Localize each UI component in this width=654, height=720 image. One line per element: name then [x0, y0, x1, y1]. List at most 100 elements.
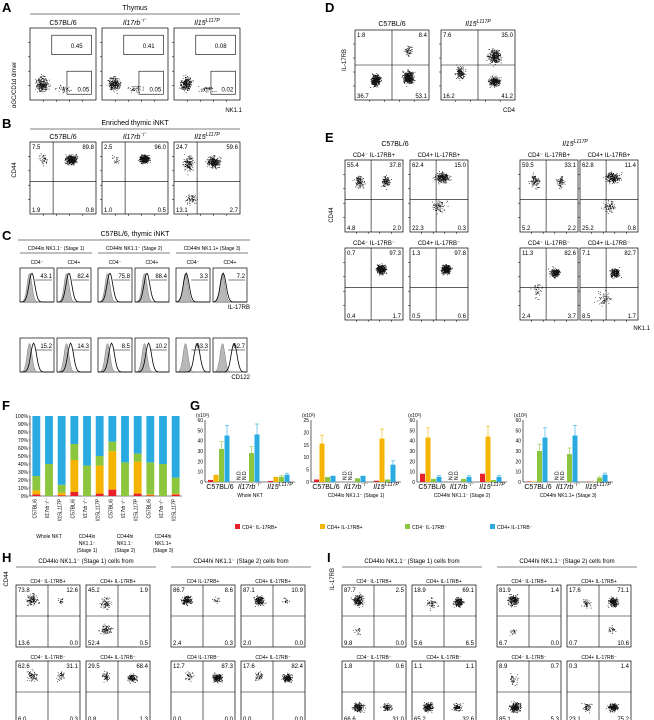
panel-g-bar	[425, 437, 431, 482]
panel-e-plot-title: CD4⁻ IL-17RB⁻	[528, 241, 570, 247]
panel-g-strain-label: Il17rb⁻/⁻	[556, 482, 581, 491]
panel-g-ytick: 20	[515, 459, 521, 465]
stain-histogram	[98, 273, 132, 303]
panel-i-plot-title: CD4⁻ IL-17RB⁻	[511, 655, 546, 661]
stain-histogram	[98, 342, 132, 373]
panel-h-dots	[101, 671, 139, 684]
plot-frame	[579, 159, 639, 233]
panel-h-dots	[255, 671, 293, 684]
panel-g-bar	[480, 473, 485, 482]
panel-f-ytick: 40%	[18, 462, 29, 468]
quadrant-value: 2.2	[568, 226, 577, 232]
quadrant-value: 0.5	[158, 208, 167, 214]
quadrant-value: 6.0	[18, 717, 27, 720]
panel-f-bar-segment	[171, 477, 180, 494]
panel-b-dots	[38, 153, 79, 167]
gate-value-top: 0.45	[71, 44, 83, 50]
quadrant-value: 62.8	[582, 163, 594, 169]
panel-h-dots	[180, 595, 220, 607]
panel-g-ytick: 20	[197, 459, 203, 465]
panel-h-plot-title: CD4+ IL-17RB+	[255, 579, 291, 585]
gate-value-bottom: 0.05	[78, 87, 90, 93]
panel-g-ytick: 10	[515, 470, 521, 476]
dot-cloud-path	[530, 266, 561, 300]
gate-box-bottom	[138, 70, 164, 95]
quadrant-value: 59.6	[226, 145, 238, 151]
gate-value-bottom: 0.02	[222, 87, 234, 93]
quadrant-value: 17.6	[569, 588, 581, 594]
quadrant-value: 6.7	[499, 641, 508, 647]
panel-d-dots	[370, 45, 416, 88]
panel-g-nd-label: N.D.	[343, 470, 349, 480]
panel-e-group-title: C57BL/6	[381, 141, 408, 148]
panel-f-bar-segment	[121, 416, 129, 463]
quadrant-value: 10.6	[617, 641, 629, 647]
quadrant-value: 11.3	[522, 251, 534, 257]
plot-frame	[344, 247, 404, 321]
histogram-value: 62.7	[233, 344, 245, 350]
panel-f-group-label: CD44hi	[117, 534, 134, 540]
panel-g-strain-label: Il15L117P	[373, 482, 399, 491]
quadrant-value: 1.4	[551, 588, 560, 594]
quadrant-value: 0.0	[551, 641, 560, 647]
quadrant-value: 33.1	[564, 163, 576, 169]
quadrant-value: 0.8	[86, 208, 95, 214]
panel-g-strain-label: Il17rb⁻/⁻	[344, 482, 369, 491]
panel-f-ytick: 10%	[18, 486, 29, 492]
isotype-histogram	[175, 343, 210, 373]
panel-f-ytick: 80%	[18, 430, 29, 436]
panel-e-plot-title: CD4+ IL-17RB+	[588, 153, 631, 159]
panel-g-legend-label: CD4⁻ IL-17RB+	[242, 525, 277, 531]
plot-frame	[101, 27, 169, 101]
quadrant-value: 0.8	[628, 226, 637, 232]
dot-cloud-path	[351, 701, 393, 713]
panel-f-group-label: CD44hi	[155, 534, 172, 540]
panel-f-xlabel: Il15L117P	[172, 498, 178, 521]
panel-g-bar	[325, 477, 330, 482]
panel-c-sub-label: CD4+	[68, 260, 81, 266]
quadrant-value: 5.2	[522, 226, 531, 232]
histogram-value: 82.4	[77, 274, 89, 280]
panel-d-plot-title: C57BL/6	[378, 21, 405, 28]
panel-f-bar-segment	[171, 493, 180, 495]
panel-i-dots	[426, 597, 465, 611]
panel-f-group-label: Whole NKT	[36, 534, 62, 540]
panel-f-bar-segment	[32, 490, 41, 495]
isotype-histogram	[212, 343, 247, 373]
quadrant-value: 31.1	[66, 664, 78, 670]
panel-f-bar-segment	[95, 493, 104, 496]
dot-cloud-path	[352, 175, 392, 190]
panel-f-group-label: (Stage 2)	[115, 548, 136, 554]
quadrant-value: 69.1	[462, 588, 474, 594]
panel-g-legend-swatch	[320, 524, 325, 529]
panel-g-unit: (x10³)	[514, 413, 527, 419]
panel-g-ytick: 20	[303, 430, 309, 436]
panel-f-xlabel: C57BL/6	[32, 499, 38, 519]
quadrant-value: 87.3	[221, 664, 233, 670]
panel-f-ytick: 30%	[18, 470, 29, 476]
dot-cloud-path	[454, 48, 503, 88]
plot-frame	[579, 247, 639, 321]
panel-g-strain-label: C57BL/6	[312, 484, 339, 491]
panel-f-ytick: 20%	[18, 478, 29, 484]
panel-a-dots	[106, 76, 144, 94]
panel-g-subplot-label: CD44lo NK1.1⁻ (Stage 1)	[328, 493, 385, 499]
panel-i-ylabel: IL-17RB	[330, 568, 336, 590]
panel-h-dots	[253, 594, 290, 607]
quadrant-value: 0.0	[243, 717, 252, 720]
panel-i-dots	[581, 702, 620, 714]
panel-g-subplot-label: Whole NKT	[237, 493, 263, 499]
dot-cloud-path	[422, 702, 464, 714]
panel-h-plot-title: CD4+ IL-17RB⁻	[100, 655, 136, 661]
panel-g-bar	[567, 454, 572, 482]
quadrant-value: 75.2	[617, 717, 629, 720]
panel-g-bar	[374, 480, 379, 482]
dot-cloud-path	[180, 595, 220, 607]
panel-b-plot-title: Il15L117P	[194, 132, 220, 141]
panel-h-dots	[184, 671, 224, 684]
panel-g-bar	[602, 474, 608, 482]
quadrant-value: 6.5	[466, 641, 475, 647]
quadrant-value: 0.7	[551, 664, 560, 670]
dot-cloud-path	[182, 153, 222, 206]
